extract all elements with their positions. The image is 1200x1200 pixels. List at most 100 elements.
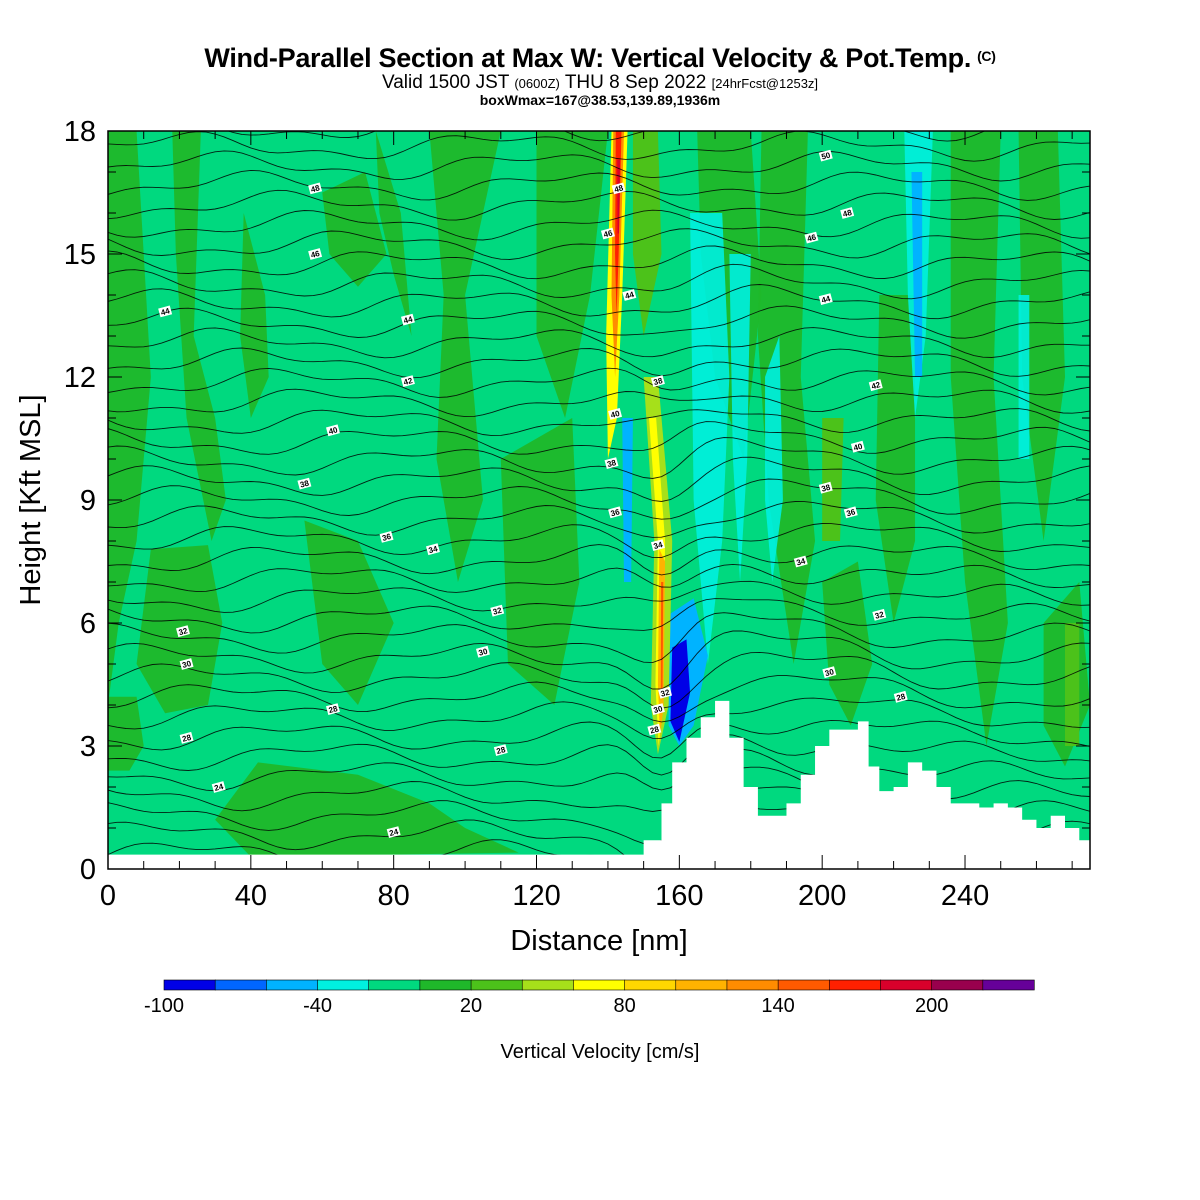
theta-label-text: 38 <box>299 478 310 489</box>
theta-label-box <box>600 227 615 240</box>
terrain <box>108 700 1090 869</box>
theta-label: 32 <box>176 625 190 637</box>
theta-contour <box>108 408 1090 437</box>
theta-contour <box>108 388 1090 418</box>
downdraft-region <box>765 336 783 582</box>
theta-label-text: 44 <box>624 290 635 301</box>
theta-label: 32 <box>658 686 673 699</box>
colorbar-tick-label: -100 <box>144 995 184 1017</box>
theta-label-text: 32 <box>492 606 503 617</box>
theta-label-text: 40 <box>610 409 621 420</box>
theta-label: 30 <box>475 645 490 658</box>
theta-label: 48 <box>308 182 323 195</box>
theta-label-box <box>475 645 490 658</box>
x-tick-label: 120 <box>512 880 560 912</box>
theta-label: 40 <box>326 424 340 436</box>
theta-label-box <box>176 625 190 638</box>
theta-contour <box>108 630 1090 690</box>
colorbar-swatch <box>931 979 984 991</box>
theta-label-box <box>650 703 665 715</box>
theta-contour <box>108 697 1090 739</box>
x-tick-label: 40 <box>235 880 267 912</box>
theta-contour <box>108 263 1090 300</box>
terrain-mask <box>108 700 1090 869</box>
theta-label-box <box>650 539 665 551</box>
theta-label-box <box>818 149 833 162</box>
x-tick-label: 160 <box>655 880 703 912</box>
updraft-accent <box>822 418 844 541</box>
theta-label-box <box>425 543 440 556</box>
theta-label-box <box>308 182 323 195</box>
theta-label: 40 <box>608 408 623 420</box>
theta-label-text: 28 <box>181 733 192 744</box>
theta-contour <box>108 189 1090 221</box>
forecast-label: [24hrFcst@1253z] <box>711 76 819 91</box>
theta-label: 30 <box>179 658 194 670</box>
theta-label-box <box>326 424 340 437</box>
theta-label: 28 <box>647 723 662 736</box>
theta-label-text: 46 <box>806 232 817 243</box>
y-tick-label: 3 <box>80 731 96 763</box>
theta-label-text: 34 <box>653 540 664 551</box>
theta-label-text: 36 <box>610 507 621 518</box>
theta-label-text: 38 <box>606 458 617 469</box>
chart-title: Wind-Parallel Section at Max W: Vertical… <box>0 43 1200 74</box>
theta-label: 40 <box>850 440 865 453</box>
theta-label: 24 <box>211 781 226 793</box>
copyright-mark: (C) <box>977 48 996 64</box>
updraft-region <box>108 131 151 705</box>
theta-label: 28 <box>493 744 508 756</box>
updraft-red <box>660 582 664 697</box>
downdraft-region <box>1018 295 1030 459</box>
theta-label: 34 <box>425 543 440 556</box>
theta-label-text: 28 <box>328 704 339 715</box>
colorbar-swatch <box>214 979 267 991</box>
theta-label: 36 <box>843 506 858 518</box>
theta-contour <box>108 651 1090 709</box>
colorbar-swatch <box>982 979 1035 991</box>
theta-label: 46 <box>308 248 323 260</box>
colorbar-tick-label: 140 <box>761 995 794 1017</box>
theta-label: 36 <box>379 531 394 543</box>
theta-contour <box>108 456 1090 502</box>
valid-date-label: THU 8 Sep 2022 <box>564 72 707 93</box>
theta-label-box <box>647 723 662 736</box>
theta-contour <box>108 719 1090 759</box>
theta-label: 42 <box>868 379 883 391</box>
downdraft-region <box>729 254 751 582</box>
colorbar-tick-label: -40 <box>303 995 332 1017</box>
colorbar-swatch <box>726 979 779 991</box>
theta-label-box <box>850 440 865 453</box>
y-tick-label: 15 <box>64 239 96 271</box>
theta-label-box <box>493 744 508 756</box>
colorbar-swatch <box>419 979 472 991</box>
theta-contour <box>226 131 986 142</box>
updraft-region <box>536 131 608 418</box>
theta-label-text: 44 <box>403 314 414 325</box>
theta-label-box <box>379 531 394 543</box>
velocity-field <box>108 131 1090 869</box>
theta-contour <box>108 209 1090 241</box>
theta-label-text: 32 <box>178 626 189 637</box>
theta-label: 34 <box>793 555 808 567</box>
theta-label: 42 <box>400 375 415 387</box>
theta-label: 38 <box>650 375 665 387</box>
theta-contour <box>108 598 1090 634</box>
theta-label: 48 <box>611 182 626 194</box>
colorbar-swatch <box>521 979 575 991</box>
theta-label-text: 38 <box>653 376 664 387</box>
theta-label-text: 30 <box>181 659 192 670</box>
theta-label-text: 28 <box>649 724 660 735</box>
theta-label: 24 <box>386 826 401 838</box>
colorbar-swatch <box>266 979 319 991</box>
theta-contour <box>108 580 1090 613</box>
downdraft-region <box>622 418 633 582</box>
theta-contour <box>108 523 1090 559</box>
theta-label-text: 42 <box>870 380 881 391</box>
theta-label-text: 40 <box>853 442 864 453</box>
theta-label-box <box>608 506 623 519</box>
colorbar-swatch <box>573 979 626 991</box>
theta-label: 38 <box>297 477 312 490</box>
colorbar-swatch <box>317 979 370 991</box>
